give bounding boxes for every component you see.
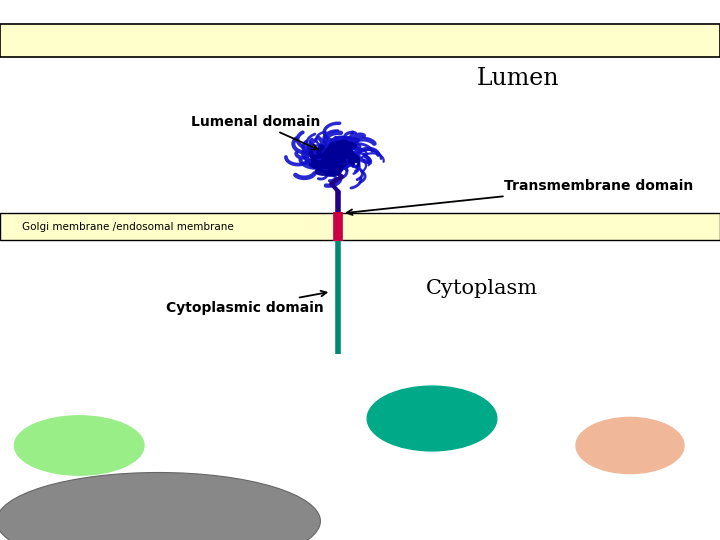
Text: Golgi membrane /endosomal membrane: Golgi membrane /endosomal membrane bbox=[22, 222, 233, 232]
Text: Cytoplasmic domain: Cytoplasmic domain bbox=[166, 291, 326, 315]
Text: Lumenal domain: Lumenal domain bbox=[191, 114, 320, 150]
Ellipse shape bbox=[576, 417, 684, 474]
Bar bbox=[0, 24, 720, 57]
Text: Transmembrane domain: Transmembrane domain bbox=[347, 179, 693, 215]
Text: Lumen: Lumen bbox=[477, 67, 559, 90]
Text: Cytoplasm: Cytoplasm bbox=[426, 279, 539, 299]
Ellipse shape bbox=[14, 416, 144, 475]
Ellipse shape bbox=[0, 472, 320, 540]
Ellipse shape bbox=[367, 386, 497, 451]
Bar bbox=[0, 213, 720, 240]
